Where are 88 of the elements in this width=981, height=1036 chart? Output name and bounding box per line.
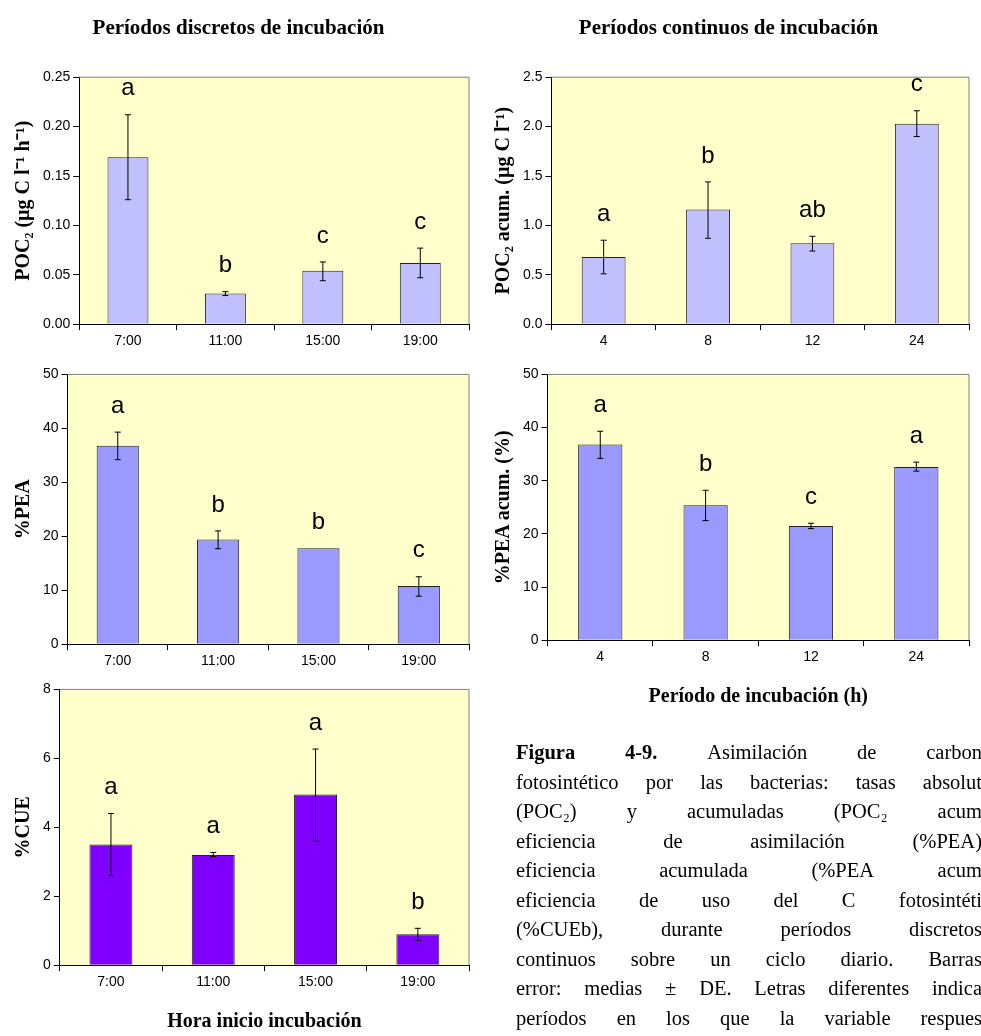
text: Figura 4-9. Asimilación de carbon bbox=[516, 741, 981, 763]
text: eficiencia de asimilación (%PEA) bbox=[516, 829, 981, 852]
y-axis-title: POC₂ acum. (µg C l⁻¹) bbox=[491, 106, 515, 295]
x-tick-label: 4 bbox=[596, 648, 605, 665]
x-tick-label: 15:00 bbox=[300, 652, 337, 669]
x-tick-label: 15:00 bbox=[298, 973, 334, 990]
chart-title: Períodos discretos de incubación bbox=[92, 15, 385, 40]
y-tick-label: 0 bbox=[530, 631, 539, 648]
chart-title: Períodos continuos de incubación bbox=[578, 15, 879, 40]
data-label: a bbox=[909, 420, 924, 448]
y-axis-title: %PEA bbox=[11, 478, 34, 540]
x-tick-label: 24 bbox=[908, 648, 925, 665]
y-tick-label: 0.05 bbox=[43, 265, 71, 282]
text: eficiencia acumulada (%PEA acum bbox=[516, 859, 981, 881]
x-tick-label: 19:00 bbox=[402, 332, 439, 349]
y-tick-label: 8 bbox=[42, 680, 51, 697]
y-tick-label: 0.00 bbox=[43, 315, 71, 332]
y-tick-label: 2.5 bbox=[522, 68, 543, 85]
data-label: b bbox=[701, 140, 715, 168]
x-tick-label: 12 bbox=[803, 648, 819, 665]
x-tick-label: 19:00 bbox=[400, 973, 436, 990]
y-tick-label: 0 bbox=[42, 956, 51, 973]
data-label: a bbox=[121, 73, 136, 101]
y-tick-label: 50 bbox=[42, 365, 59, 382]
text: períodos en los que la variable respues bbox=[516, 1006, 981, 1029]
text: error: medias ± DE. Letras diferentes indica bbox=[516, 976, 981, 1001]
data-label: c bbox=[316, 220, 329, 248]
data-label: a bbox=[308, 707, 323, 735]
data-label: a bbox=[104, 772, 119, 800]
y-axis-title: %CUE bbox=[11, 796, 34, 859]
x-tick-label: 4 bbox=[599, 332, 608, 349]
data-label: b bbox=[218, 250, 233, 278]
x-tick-label: 11:00 bbox=[208, 332, 243, 349]
y-tick-label: 50 bbox=[522, 365, 539, 382]
text: fotosintético por las bacterias: tasas absolut bbox=[516, 770, 981, 793]
x-tick-label: 12 bbox=[804, 332, 821, 349]
x-tick-label: 7:00 bbox=[97, 973, 125, 990]
y-axis-title: %PEA acum. (%) bbox=[491, 430, 515, 585]
x-axis-title: Período de incubación (h) bbox=[648, 684, 869, 708]
x-tick-label: 19:00 bbox=[401, 652, 437, 669]
data-label: c bbox=[412, 535, 425, 563]
data-label: a bbox=[111, 390, 126, 418]
y-tick-label: 1.5 bbox=[522, 166, 543, 183]
data-label: b bbox=[211, 489, 225, 517]
y-tick-label: 6 bbox=[42, 749, 51, 766]
x-tick-label: 7:00 bbox=[114, 332, 142, 349]
x-axis-title: Hora inicio incubación bbox=[167, 1009, 362, 1032]
data-label: b bbox=[411, 886, 425, 914]
data-label: a bbox=[206, 811, 221, 839]
y-tick-label: 2.0 bbox=[522, 117, 543, 134]
y-tick-label: 0.10 bbox=[43, 216, 71, 233]
y-tick-label: 0.5 bbox=[522, 265, 543, 282]
x-tick-label: 15:00 bbox=[305, 332, 341, 349]
y-tick-label: 1.0 bbox=[522, 216, 543, 233]
data-label: a bbox=[596, 198, 611, 226]
y-tick-label: 20 bbox=[522, 524, 539, 541]
y-tick-label: 20 bbox=[42, 527, 59, 544]
text: (POC₂) y acumuladas (POC₂ acum bbox=[516, 800, 981, 822]
x-tick-label: 8 bbox=[704, 332, 713, 349]
y-tick-label: 0.15 bbox=[43, 166, 71, 183]
y-tick-label: 40 bbox=[42, 419, 59, 436]
y-tick-label: 40 bbox=[522, 418, 539, 435]
y-tick-label: 30 bbox=[42, 473, 59, 490]
y-axis-title: POC₂ (µg C l⁻¹ h⁻¹) bbox=[11, 120, 35, 281]
x-tick-label: 11:00 bbox=[196, 973, 231, 990]
text: continuos sobre un ciclo diario. Barras bbox=[516, 947, 981, 970]
data-label: b bbox=[698, 448, 713, 476]
x-tick-label: 24 bbox=[909, 332, 925, 349]
data-label: b bbox=[311, 506, 326, 534]
y-tick-label: 0 bbox=[50, 635, 59, 652]
y-tick-label: 10 bbox=[522, 577, 539, 594]
x-tick-label: 8 bbox=[701, 648, 710, 665]
y-tick-label: 0.0 bbox=[522, 315, 543, 332]
data-label: c bbox=[804, 481, 817, 509]
data-label: c bbox=[414, 206, 427, 234]
y-tick-label: 0.25 bbox=[43, 68, 71, 85]
y-tick-label: 2 bbox=[42, 887, 51, 904]
data-label: a bbox=[593, 389, 608, 417]
y-tick-label: 4 bbox=[42, 818, 51, 835]
y-tick-label: 30 bbox=[522, 471, 539, 488]
data-label: c bbox=[910, 69, 923, 97]
y-tick-label: 10 bbox=[42, 581, 59, 598]
text: eficiencia de uso del C fotosintéti bbox=[516, 888, 981, 911]
data-label: ab bbox=[799, 194, 826, 222]
x-tick-label: 7:00 bbox=[104, 652, 132, 669]
x-tick-label: 11:00 bbox=[201, 652, 236, 669]
y-tick-label: 0.20 bbox=[43, 117, 71, 134]
text: (%CUEb), durante períodos discretos bbox=[516, 918, 981, 940]
